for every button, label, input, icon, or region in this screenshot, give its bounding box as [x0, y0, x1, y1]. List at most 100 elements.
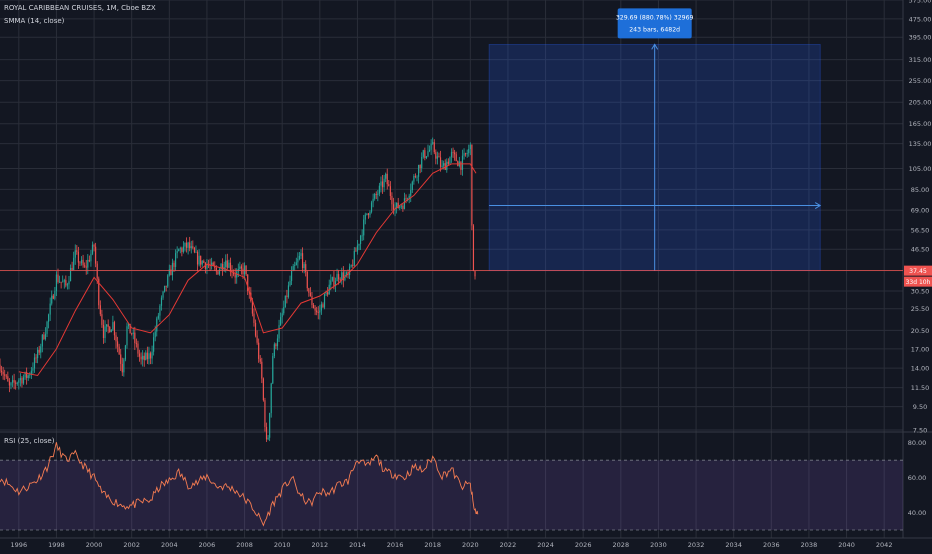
price-candle [298, 255, 301, 259]
time-tick-label: 2004 [161, 541, 178, 549]
price-candle [242, 268, 244, 275]
price-candle [312, 304, 315, 309]
price-candle [254, 322, 257, 336]
price-candle [206, 264, 208, 269]
price-tick-label: 165.00 [909, 120, 932, 128]
price-candle [74, 250, 76, 258]
rsi-legend: RSI (25, close) [4, 437, 55, 445]
price-candle [468, 148, 470, 154]
price-candle [281, 313, 283, 318]
price-candle [402, 205, 404, 209]
price-candle [184, 242, 186, 247]
price-candle [91, 244, 94, 254]
price-candle [474, 271, 476, 277]
price-candle [403, 198, 406, 209]
price-candle [203, 261, 205, 263]
price-candle [413, 176, 415, 182]
rsi-series-line [0, 442, 479, 527]
price-candle [225, 260, 227, 267]
price-candle [226, 260, 228, 268]
price-candle [193, 247, 195, 253]
price-candle [295, 262, 297, 266]
price-candle [15, 382, 17, 384]
price-candle [54, 291, 56, 299]
price-candle [145, 352, 147, 360]
price-candle [433, 142, 435, 153]
price-candle [407, 198, 409, 200]
price-tick-label: 7.50 [913, 427, 927, 435]
price-candle [7, 376, 9, 382]
price-candle [262, 378, 264, 401]
price-candle [176, 251, 178, 254]
price-candle [58, 281, 61, 283]
price-candle [465, 153, 467, 155]
price-candle [308, 288, 310, 293]
price-candle [140, 356, 142, 360]
price-candle [187, 242, 189, 248]
time-tick-label: 2012 [312, 541, 329, 549]
price-tick-label: 9.50 [913, 403, 927, 411]
time-tick-label: 1998 [48, 541, 65, 549]
price-candle [104, 326, 106, 338]
rsi-band-fill [0, 460, 903, 530]
price-tick-label: 56.50 [911, 226, 930, 234]
price-candle [460, 161, 462, 170]
price-candle [5, 375, 7, 377]
price-candle [173, 262, 175, 267]
price-candle [289, 280, 291, 286]
measure-arrow-head-up [651, 43, 659, 50]
price-candle [422, 150, 424, 157]
price-candle [98, 278, 100, 306]
price-tick-label: 475.00 [909, 15, 932, 23]
price-candle [327, 292, 329, 295]
time-tick-label: 2008 [236, 541, 253, 549]
price-tags: 37.45 33d 10h [0, 265, 932, 287]
price-candle [228, 262, 230, 268]
price-candle [344, 275, 346, 281]
price-tick-label: 105.00 [909, 165, 932, 173]
price-candle [287, 285, 290, 297]
price-candle [306, 271, 308, 289]
price-candle [280, 317, 282, 326]
price-candle [214, 265, 216, 268]
price-candle [361, 235, 363, 237]
price-candle [27, 375, 29, 379]
price-candle [438, 156, 440, 158]
price-candle [96, 263, 98, 279]
price-candle [62, 281, 64, 283]
price-candle [33, 357, 36, 369]
rsi-band [0, 459, 903, 531]
price-candle [151, 351, 153, 359]
price-candle [358, 244, 360, 246]
price-candle [414, 176, 417, 177]
price-candle [153, 337, 155, 352]
price-candle [21, 378, 23, 384]
price-candle [374, 194, 376, 199]
price-candle [55, 274, 58, 292]
price-candle [222, 263, 224, 270]
price-candle [164, 285, 166, 292]
time-tick-label: 2018 [424, 541, 441, 549]
price-candle [419, 165, 421, 169]
price-tick-label: 69.00 [911, 207, 930, 215]
price-candle [113, 322, 116, 336]
measure-tool[interactable]: 329.69 (880.78%) 32969 243 bars, 6482d [488, 8, 822, 272]
price-candle [269, 413, 271, 438]
price-candle [435, 152, 437, 159]
measure-info-line2: 243 bars, 6482d [629, 26, 680, 33]
price-candle [391, 195, 393, 205]
price-tick-label: 135.00 [909, 140, 932, 148]
price-candle [320, 304, 322, 311]
price-candle [331, 277, 333, 281]
price-candle [40, 346, 42, 353]
price-candle [220, 263, 222, 270]
price-candle [469, 144, 471, 149]
price-candle [63, 280, 65, 282]
time-tick-label: 2000 [86, 541, 103, 549]
price-candle [454, 152, 456, 155]
price-candle [32, 368, 34, 371]
price-candle [51, 295, 53, 304]
price-candle [432, 142, 434, 144]
